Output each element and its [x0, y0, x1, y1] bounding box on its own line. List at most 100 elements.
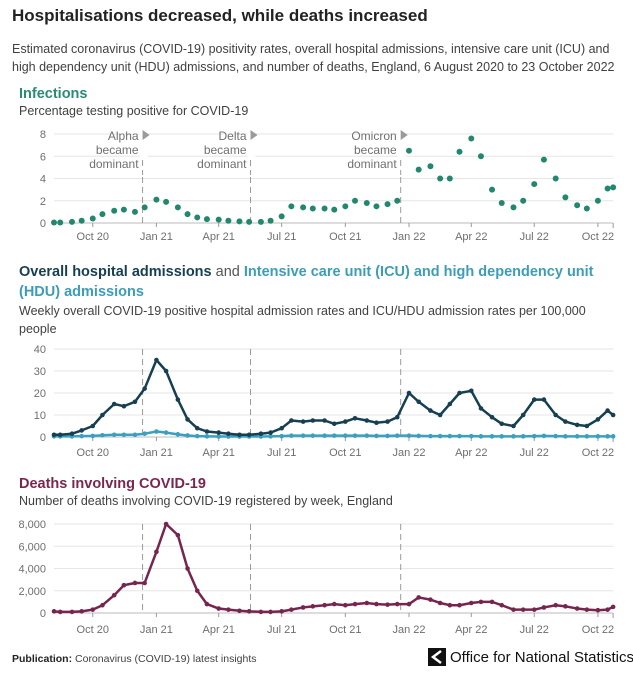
annotation-label: became [96, 143, 139, 157]
data-point [236, 218, 243, 225]
data-point [163, 521, 169, 527]
data-point [489, 599, 495, 605]
y-tick-label: 0 [40, 218, 46, 230]
x-tick-label: Jan 21 [140, 447, 173, 459]
data-point [416, 595, 421, 600]
x-tick-label: Jul 22 [520, 447, 549, 459]
data-point [57, 609, 63, 615]
data-point [406, 390, 412, 396]
publication-label: Publication: [12, 653, 73, 665]
data-point [310, 418, 316, 423]
data-point [511, 434, 516, 439]
data-point [384, 201, 391, 208]
y-tick-label: 8 [40, 129, 46, 141]
data-point [90, 423, 96, 429]
data-point [279, 433, 284, 439]
x-tick-label: Jan 22 [392, 231, 425, 243]
data-point [258, 609, 264, 615]
data-point [394, 433, 400, 438]
data-point [237, 432, 242, 438]
data-point [216, 434, 221, 439]
y-tick-label: 6,000 [18, 541, 46, 553]
data-point [225, 217, 232, 224]
data-point [406, 433, 412, 438]
data-point [322, 433, 327, 438]
data-point [563, 434, 568, 439]
data-point [405, 147, 412, 154]
publication-link[interactable]: Coronavirus (COVID-19) latest insights [75, 653, 257, 665]
data-point [352, 197, 359, 204]
data-point [258, 431, 264, 437]
x-tick-label: Oct 20 [77, 231, 109, 243]
data-point [131, 208, 138, 215]
data-point [531, 607, 537, 612]
data-point [343, 433, 348, 438]
x-tick-label: Oct 21 [329, 624, 361, 636]
data-point [226, 431, 231, 437]
data-point [468, 433, 474, 439]
x-tick-label: Apr 21 [202, 624, 234, 636]
deaths-title: Deaths involving COVID-19 [19, 476, 206, 492]
data-point [57, 219, 64, 226]
data-point [68, 218, 75, 225]
data-point [342, 203, 349, 210]
annotation-label: Omicron [351, 129, 396, 143]
data-point [437, 175, 444, 182]
x-tick-label: Oct 22 [582, 231, 614, 243]
x-tick-label: Apr 21 [202, 447, 234, 459]
data-point [447, 602, 453, 608]
data-point [289, 433, 294, 438]
data-point [322, 602, 327, 608]
data-point [185, 417, 190, 422]
data-point [427, 163, 434, 170]
data-point [111, 432, 117, 438]
data-point [531, 397, 537, 402]
data-point [531, 181, 538, 188]
x-tick-label: Jan 22 [392, 447, 425, 459]
y-tick-label: 4,000 [18, 564, 46, 576]
annotation-label: dominant [89, 157, 139, 171]
data-point [468, 135, 475, 142]
x-tick-label: Jul 21 [267, 231, 296, 243]
data-point [343, 419, 348, 424]
annotation-mask [397, 130, 406, 176]
data-point [563, 604, 568, 609]
data-point [163, 198, 170, 205]
data-point [279, 609, 284, 614]
data-point [385, 419, 390, 424]
data-point [111, 207, 118, 214]
data-point [394, 414, 400, 420]
data-point [605, 607, 610, 612]
x-tick-label: Jan 21 [140, 624, 173, 636]
data-point [416, 433, 421, 439]
data-point [268, 609, 273, 615]
data-point [511, 423, 516, 429]
data-point [120, 206, 127, 213]
data-point [416, 399, 421, 405]
data-point [610, 604, 616, 610]
annotation-label: became [354, 143, 397, 157]
data-point [204, 434, 210, 439]
admissions-title-and: and [215, 264, 240, 280]
x-tick-label: Apr 22 [455, 231, 487, 243]
data-point [51, 219, 57, 226]
footer-publication: Publication: Coronavirus (COVID-19) late… [12, 653, 257, 665]
data-point [374, 420, 379, 426]
data-point [352, 433, 358, 438]
data-point [194, 425, 200, 431]
data-point [574, 434, 580, 439]
data-point [121, 582, 127, 588]
data-point [57, 432, 63, 438]
data-point [90, 433, 96, 439]
data-point [267, 217, 274, 224]
ons-logo-text: Office for National Statistics [450, 648, 633, 666]
data-point [111, 592, 117, 598]
x-tick-label: Jan 21 [140, 231, 173, 243]
data-point [385, 602, 390, 607]
data-point [175, 532, 181, 538]
data-point [343, 602, 348, 608]
data-point [610, 184, 617, 191]
data-point [142, 580, 147, 586]
data-point [99, 211, 106, 218]
annotation-label: Delta [219, 129, 247, 143]
